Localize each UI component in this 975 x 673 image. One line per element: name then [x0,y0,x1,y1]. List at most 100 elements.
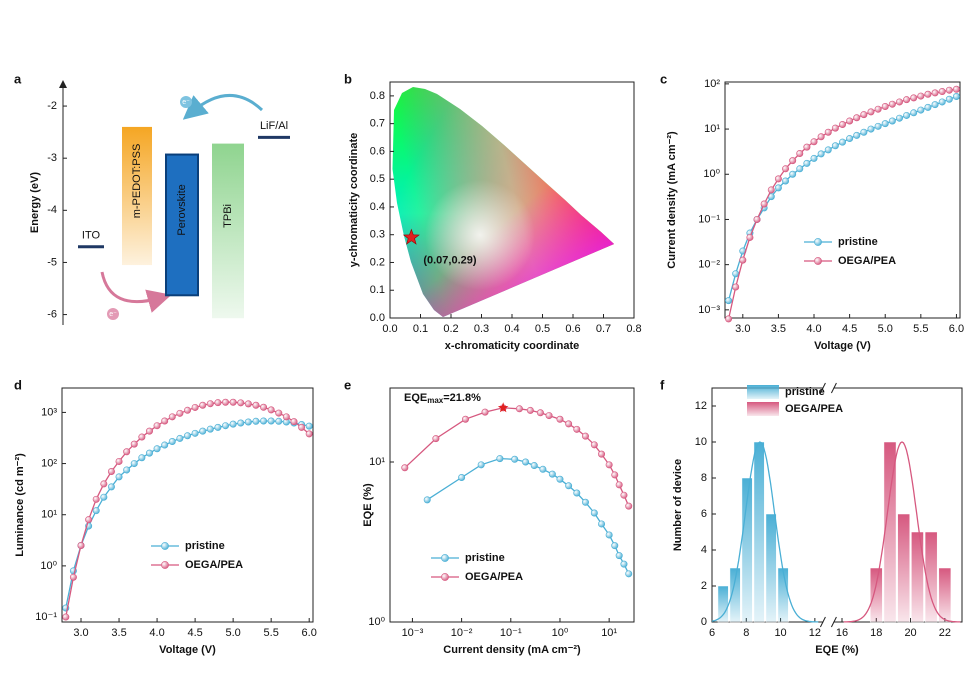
series-marker [237,399,245,407]
series-marker [123,466,131,474]
panel-label: e [344,377,351,392]
series-marker [244,418,252,426]
series-marker [145,449,153,457]
series-marker [725,297,733,305]
series-marker [199,401,207,409]
series-marker [789,157,797,165]
y-tick-label: 4 [701,544,707,556]
series-line [426,457,630,575]
y-tick-label: 0.8 [370,90,385,102]
y-axis-label: y-chromaticity coordinate [348,133,360,267]
series-marker [846,135,854,143]
series-marker [789,170,797,178]
y-tick-label: 8 [701,472,707,484]
legend-marker [161,561,169,569]
series-marker [817,150,825,158]
series-marker [824,146,832,154]
series-marker [573,425,581,433]
series-marker [903,96,911,104]
series-marker [515,405,523,413]
legend-marker [441,554,449,562]
panel-label: c [660,71,667,86]
series-marker [917,106,925,114]
y-tick-label: 10² [704,78,720,90]
histogram-bar [883,441,897,623]
series-marker [305,430,313,438]
plot-frame [61,387,314,623]
x-tick-label: 0.5 [535,323,550,335]
series-marker [565,482,573,490]
histogram-bar [729,567,741,623]
series-marker [92,495,100,503]
series-marker [590,509,598,517]
x-tick-label: 0.3 [474,323,489,335]
axis-break [819,382,826,394]
x-tick-label: 5.5 [913,323,928,335]
series-marker [260,403,268,411]
series-marker [168,437,176,445]
series-marker [581,432,589,440]
series-marker [924,90,932,98]
y-tick-label: 2 [701,580,707,592]
legend-label: pristine [185,540,225,552]
series-marker [817,133,825,141]
x-axis-label: Voltage (V) [159,644,216,656]
series-marker [910,94,918,102]
series-marker [107,483,115,491]
series-marker [581,498,589,506]
panel-label: d [14,377,22,392]
x-tick-label: 6.0 [302,627,317,639]
histogram-bar [741,477,753,623]
electrode-label: ITO [82,230,101,242]
x-tick-label: 0.7 [596,323,611,335]
series-marker [732,283,740,291]
legend-marker [814,238,822,246]
series-marker [952,93,960,101]
series-marker [767,186,775,194]
y-tick-label: 10⁻¹ [698,213,720,225]
series-marker [615,481,623,489]
series-marker [615,552,623,560]
series-marker [620,560,628,568]
x-tick-label: 0.6 [565,323,580,335]
series-marker [138,454,146,462]
electron-label: e⁻ [109,311,117,318]
series-marker [282,413,290,421]
series-marker [803,159,811,167]
series-marker [598,520,606,528]
series-marker [874,122,882,130]
band-label: TPBi [222,204,234,228]
series-marker [107,467,115,475]
histogram-bar [897,513,911,623]
x-axis-label: Voltage (V) [814,340,871,352]
axis-break [819,616,826,628]
series-marker [881,102,889,110]
histogram-bar [753,441,765,623]
panel-label: b [344,71,352,86]
cie-gamut [392,87,614,317]
series-marker [895,114,903,122]
series-marker [867,108,875,116]
series-marker [214,399,222,407]
series-marker [888,117,896,125]
series-marker [838,138,846,146]
series-marker [214,423,222,431]
x-tick-label: 10⁻¹ [500,627,522,639]
panel-label: f [660,377,665,392]
annotation: EQEmax=21.8% [404,392,481,405]
series-marker [522,458,530,466]
series-marker [888,100,896,108]
series-marker [952,85,960,93]
y-tick-label: 12 [695,400,707,412]
series-marker [77,542,85,550]
series-marker [917,92,925,100]
series-marker [123,448,131,456]
y-tick-label: 10² [41,457,57,469]
electron-label: e⁻ [182,99,190,106]
band-label: Perovskite [176,184,188,235]
series-marker [732,270,740,278]
series-marker [115,473,123,481]
series-marker [252,401,260,409]
x-tick-label: 4.0 [806,323,821,335]
